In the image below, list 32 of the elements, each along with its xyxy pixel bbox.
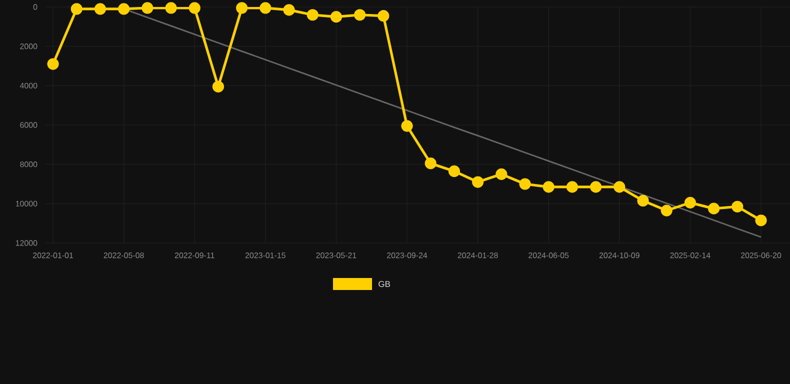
point: [330, 11, 342, 23]
point: [354, 9, 366, 21]
point: [260, 2, 272, 14]
point: [424, 158, 436, 170]
point: [118, 3, 130, 15]
point: [496, 168, 508, 180]
point: [306, 9, 318, 21]
point: [590, 181, 602, 193]
point: [236, 2, 248, 14]
point: [70, 3, 82, 15]
point: [94, 3, 106, 15]
point: [566, 181, 578, 193]
point: [47, 58, 59, 70]
point: [188, 2, 200, 14]
point: [614, 181, 626, 193]
point: [755, 214, 767, 226]
point: [401, 120, 413, 132]
point: [684, 196, 696, 208]
point: [708, 202, 720, 214]
point: [637, 194, 649, 207]
point: [519, 178, 531, 190]
point: [732, 200, 744, 212]
point: [212, 80, 224, 92]
point: [542, 181, 554, 193]
legend-label: GB: [378, 281, 390, 287]
point: [378, 10, 390, 22]
point: [283, 4, 295, 16]
point: [660, 204, 672, 216]
point: [165, 2, 177, 14]
point: [472, 176, 484, 188]
point: [142, 2, 154, 14]
point: [448, 165, 460, 178]
